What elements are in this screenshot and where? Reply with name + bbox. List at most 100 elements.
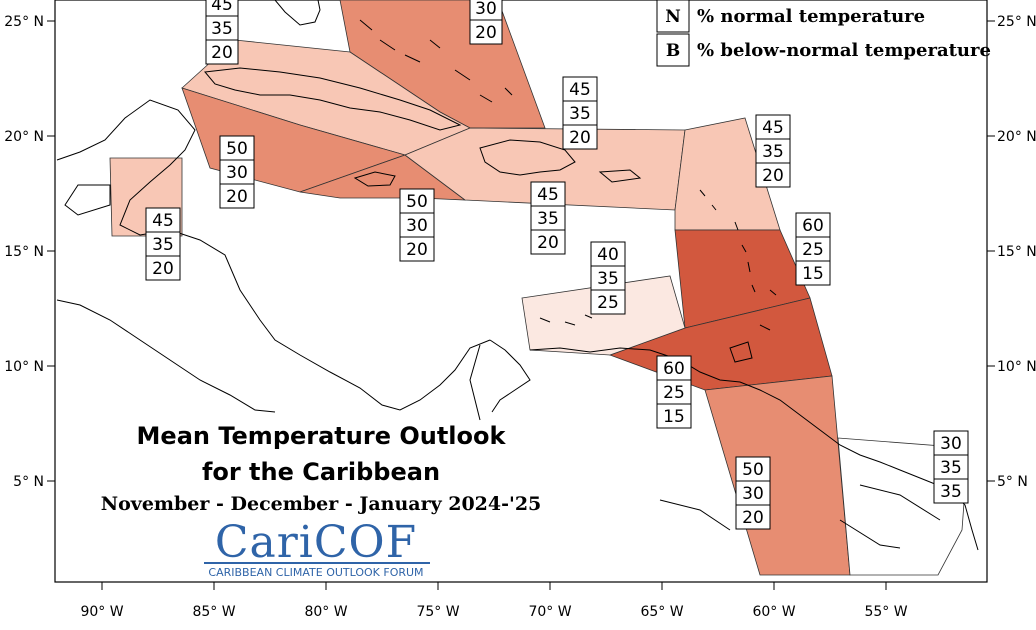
prob-value-hispaniola-south: 35 [537,209,559,229]
prob-value-abc-islands: 40 [597,245,619,265]
legend-letter-n: N [665,7,681,27]
prob-value-french-guiana: 30 [940,434,962,454]
prob-value-guyana: 20 [742,508,764,528]
prob-value-bahamas: 20 [475,23,497,43]
prob-box-belize [145,231,181,257]
lat-label-right: 15° N [997,244,1036,260]
prob-value-cuba-west: 35 [211,19,233,39]
prob-value-leeward-islands: 20 [762,166,784,186]
probability-boxes: 30 20 45 35 20 50 30 20 50 30 20 45 35 20 45 35 20 45 35 20… [145,0,969,530]
legend-text-b: % below-normal temperature [697,40,991,61]
lon-label: 90° W [80,604,123,620]
longitude-labels: 90° W 85° W 80° W 75° W 70° W 65° W 60° … [80,604,907,620]
lat-label-right: 10° N [997,359,1036,375]
prob-box-guyana [735,504,771,530]
map-subtitle: November - December - January 2024-'25 [101,493,542,515]
prob-box-french-guiana [933,478,969,504]
prob-value-windward-islands: 25 [802,240,824,260]
prob-value-hispaniola-south: 20 [537,233,559,253]
prob-box-hispaniola-south [530,229,566,255]
prob-box-jamaica [399,236,435,262]
lon-label: 85° W [192,604,235,620]
prob-value-cuba-central: 20 [226,187,248,207]
prob-box-french-guiana [933,454,969,480]
prob-box-cuba-west [205,15,239,41]
lon-label: 65° W [640,604,683,620]
prob-value-abc-islands: 35 [597,269,619,289]
legend-swatch-b [656,33,690,67]
prob-value-guyana: 50 [742,460,764,480]
region-abc-islands [521,275,686,356]
logo-subtext: CARIBBEAN CLIMATE OUTLOOK FORUM [208,566,423,579]
caricof-logo: CariCOF CARIBBEAN CLIMATE OUTLOOK FORUM [204,517,430,579]
prob-box-cuba-central [219,159,255,185]
prob-box-leeward-islands [755,138,791,164]
legend: N % normal temperature B % below-normal … [656,0,991,67]
prob-box-hispaniola-south [530,181,566,207]
latitude-labels: 25° N 20° N 15° N 10° N 5° N 25° N 20° N… [4,14,1036,490]
prob-box-abc-islands [590,289,626,315]
prob-box-jamaica [399,212,435,238]
map-title-line2: for the Caribbean [202,458,440,486]
lat-label-left: 15° N [4,244,44,260]
legend-letter-b: B [666,41,680,61]
lon-label: 70° W [528,604,571,620]
prob-value-hispaniola: 35 [569,104,591,124]
prob-value-cuba-central: 30 [226,163,248,183]
prob-value-cuba-west: 20 [211,43,233,63]
prob-value-cuba-west: 45 [211,0,233,15]
lon-label: 80° W [304,604,347,620]
prob-value-leeward-islands: 45 [762,118,784,138]
prob-box-windward-islands [795,212,831,238]
prob-value-hispaniola: 45 [569,80,591,100]
prob-value-hispaniola-south: 45 [537,185,559,205]
title-block: Mean Temperature Outlook for the Caribbe… [101,422,542,515]
prob-value-windward-islands: 15 [802,264,824,284]
prob-box-cuba-west [205,39,239,65]
prob-box-french-guiana [933,430,969,456]
prob-value-jamaica: 50 [406,192,428,212]
prob-value-leeward-islands: 35 [762,142,784,162]
prob-box-leeward-islands [755,162,791,188]
prob-value-trinidad: 15 [663,407,685,427]
lat-label-left: 25° N [4,14,44,30]
prob-value-cuba-central: 50 [226,139,248,159]
prob-value-guyana: 30 [742,484,764,504]
prob-box-windward-islands [795,260,831,286]
prob-value-jamaica: 30 [406,216,428,236]
prob-value-trinidad: 25 [663,383,685,403]
prob-value-belize: 35 [152,235,174,255]
lat-label-right: 25° N [997,14,1036,30]
prob-value-french-guiana: 35 [940,458,962,478]
prob-box-cuba-central [219,183,255,209]
prob-value-french-guiana: 35 [940,482,962,502]
legend-text-n: % normal temperature [697,6,925,27]
map-title-line1: Mean Temperature Outlook [137,422,507,450]
prob-value-trinidad: 60 [663,359,685,379]
prob-box-hispaniola [562,100,598,126]
coastlines [56,0,979,551]
prob-box-trinidad [656,355,692,381]
prob-box-trinidad [656,379,692,405]
prob-box-bahamas [469,19,503,45]
prob-box-leeward-islands [755,114,791,140]
legend-swatch-n [656,0,690,33]
lat-label-left: 5° N [13,474,44,490]
lat-label-left: 20° N [4,129,44,145]
prob-box-hispaniola [562,124,598,150]
lat-label-right: 5° N [997,474,1028,490]
prob-value-belize: 20 [152,259,174,279]
prob-value-hispaniola: 20 [569,128,591,148]
lon-label: 75° W [416,604,459,620]
prob-box-trinidad [656,403,692,429]
prob-value-belize: 45 [152,211,174,231]
prob-box-jamaica [399,188,435,214]
prob-box-belize [145,255,181,281]
prob-box-hispaniola-south [530,205,566,231]
lon-label: 60° W [752,604,795,620]
logo-text: CariCOF [215,517,417,568]
prob-value-jamaica: 20 [406,240,428,260]
prob-box-guyana [735,456,771,482]
lon-label: 55° W [864,604,907,620]
